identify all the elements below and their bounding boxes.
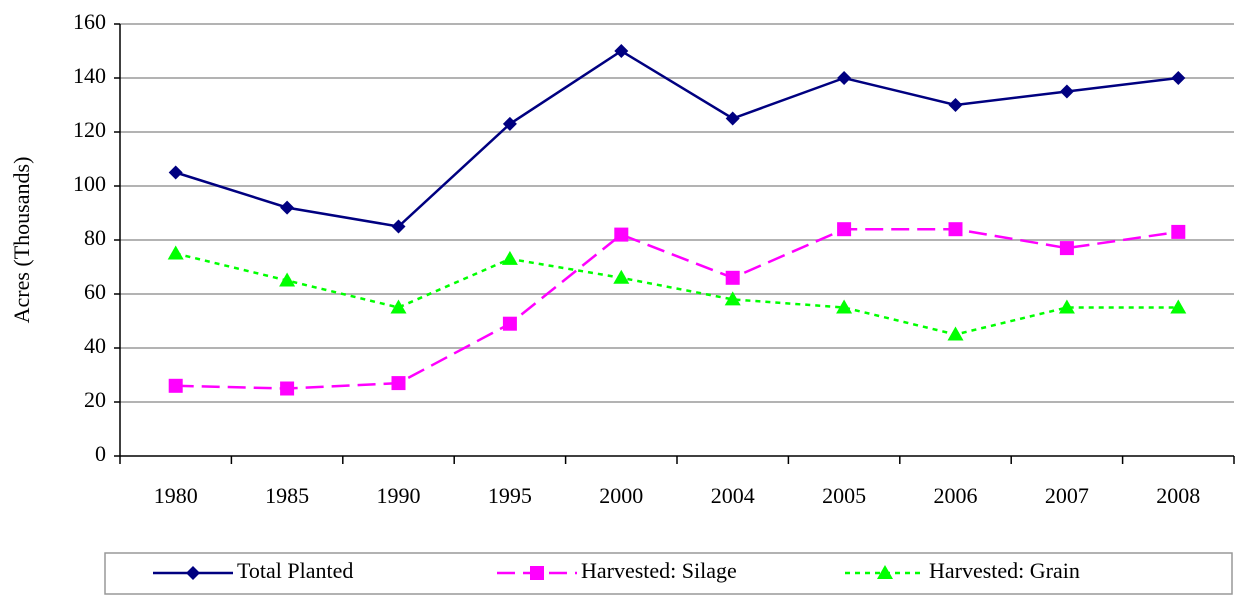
marker <box>1171 71 1186 85</box>
marker <box>837 71 852 85</box>
y-tick-label: 20 <box>84 387 106 412</box>
legend-box <box>104 552 1233 595</box>
y-tick-label: 0 <box>95 441 106 466</box>
series-line <box>175 227 1179 390</box>
marker <box>1059 84 1074 99</box>
marker <box>877 565 893 579</box>
y-axis-label: Acres (Thousands) <box>9 157 34 324</box>
marker <box>725 111 740 126</box>
marker <box>168 165 183 180</box>
marker <box>391 219 406 234</box>
x-tick-label: 1990 <box>377 483 421 508</box>
x-tick-label: 2000 <box>599 483 643 508</box>
x-tick-label: 1995 <box>488 483 532 508</box>
y-tick-label: 40 <box>84 333 106 358</box>
marker <box>948 222 963 237</box>
marker <box>947 326 964 341</box>
marker <box>1170 299 1187 314</box>
marker <box>390 299 407 314</box>
y-tick-label: 80 <box>84 225 106 250</box>
marker <box>280 381 295 396</box>
series-line <box>175 49 1179 228</box>
marker <box>614 227 629 242</box>
series-line <box>175 252 1179 336</box>
marker <box>530 566 544 580</box>
marker <box>502 116 517 131</box>
legend-label: Total Planted <box>237 558 353 583</box>
x-tick-label: 2007 <box>1045 483 1089 508</box>
marker <box>167 245 184 260</box>
marker <box>724 291 741 306</box>
x-tick-label: 2004 <box>711 483 755 508</box>
x-tick-label: 1985 <box>265 483 309 508</box>
marker <box>1171 224 1186 239</box>
x-tick-label: 1980 <box>154 483 198 508</box>
marker <box>1058 299 1075 314</box>
legend-label: Harvested: Silage <box>581 558 737 583</box>
marker <box>168 378 183 393</box>
marker <box>948 98 963 112</box>
marker <box>1059 241 1074 256</box>
marker <box>391 376 406 391</box>
marker <box>502 316 517 331</box>
y-tick-label: 100 <box>73 171 106 196</box>
x-tick-label: 2006 <box>934 483 978 508</box>
marker <box>613 269 630 284</box>
y-tick-label: 120 <box>73 117 106 142</box>
y-tick-label: 140 <box>73 63 106 88</box>
marker <box>501 250 518 265</box>
x-tick-label: 2008 <box>1156 483 1200 508</box>
x-tick-label: 2005 <box>822 483 866 508</box>
marker <box>725 270 740 285</box>
y-tick-label: 160 <box>73 9 106 34</box>
marker <box>280 200 295 215</box>
y-tick-label: 60 <box>84 279 106 304</box>
marker <box>186 566 200 580</box>
marker <box>614 44 629 58</box>
legend-label: Harvested: Grain <box>929 558 1080 583</box>
marker <box>836 299 853 314</box>
marker <box>837 222 852 237</box>
marker <box>279 272 296 287</box>
